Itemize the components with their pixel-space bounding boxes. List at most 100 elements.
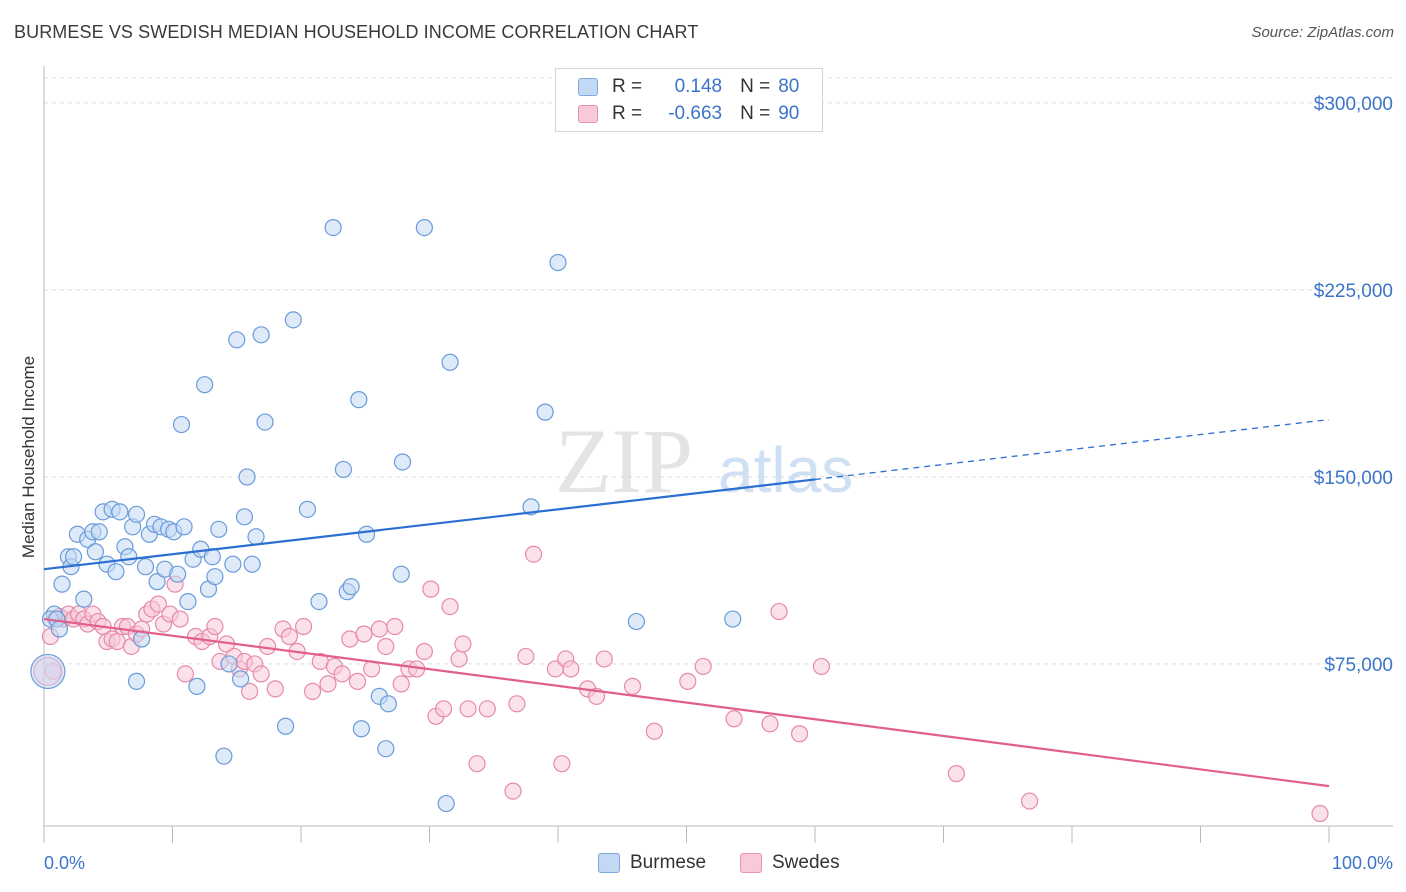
burmese-point <box>379 695 397 713</box>
burmese-point <box>30 653 66 690</box>
burmese-point <box>224 555 242 573</box>
legend-row-swedes: R = -0.663 N = 90 <box>578 101 799 127</box>
burmese-legend-label: Burmese <box>630 852 707 873</box>
y-tick-label: $75,000 <box>1324 655 1393 676</box>
swedes-point <box>355 625 373 643</box>
swedes-point <box>761 715 779 733</box>
burmese-point <box>148 573 166 591</box>
swedes-point <box>319 675 337 693</box>
burmese-point <box>377 740 395 758</box>
burmese-point <box>276 717 295 735</box>
swedes-point <box>377 637 395 656</box>
swedes-point <box>415 642 433 661</box>
swedes-point <box>553 755 571 773</box>
x-tick-labels: 0.0% 100.0% <box>44 853 1393 873</box>
swedes-point <box>176 665 194 683</box>
swedes-point <box>280 627 299 646</box>
burmese-point <box>342 578 360 596</box>
legend-n-label: N = <box>740 103 771 124</box>
grid-lines <box>44 77 1393 665</box>
burmese-point <box>298 500 317 518</box>
legend-n-label: N = <box>740 76 771 97</box>
swedes-point <box>435 700 453 718</box>
burmese-point <box>206 568 224 586</box>
burmese-point <box>127 672 146 690</box>
burmese-point <box>256 413 274 431</box>
legend-item-burmese[interactable]: Burmese <box>598 852 706 874</box>
burmese-point <box>437 794 455 813</box>
swedes-point <box>468 755 486 773</box>
swedes-point <box>206 617 224 636</box>
watermark-zip: ZIP <box>555 410 693 512</box>
swedes-point <box>524 545 543 563</box>
swedes-point <box>517 647 535 666</box>
burmese-point <box>90 523 108 541</box>
y-tick-label: $300,000 <box>1314 94 1393 115</box>
burmese-point <box>350 391 368 409</box>
swedes-point <box>171 610 189 628</box>
legend-row-burmese: R = 0.148 N = 80 <box>578 74 799 100</box>
burmese-point <box>324 219 342 237</box>
y-tick-labels: $75,000 $150,000 $225,000 $300,000 <box>1314 94 1393 676</box>
swedes-point <box>386 617 404 636</box>
swedes-point <box>562 660 580 678</box>
burmese-point <box>169 565 187 583</box>
swedes-point <box>679 672 697 690</box>
burmese-trend-extension <box>814 418 1330 481</box>
burmese-point <box>120 548 138 566</box>
swedes-point <box>770 602 788 621</box>
burmese-point <box>220 655 238 673</box>
burmese-point <box>215 747 233 765</box>
burmese-point <box>627 612 645 631</box>
swedes-point <box>1311 804 1329 823</box>
burmese-point <box>415 219 433 237</box>
swedes-swatch <box>578 105 598 123</box>
burmese-point <box>441 353 459 371</box>
burmese-point <box>232 670 250 688</box>
swedes-points <box>33 545 1329 823</box>
swedes-point <box>623 677 642 695</box>
swedes-point <box>1020 792 1039 810</box>
burmese-point <box>127 505 146 523</box>
burmese-point <box>75 590 93 608</box>
swedes-point <box>812 657 831 676</box>
swedes-point <box>947 765 965 783</box>
swedes-point <box>252 665 270 683</box>
swedes-legend-label: Swedes <box>772 852 840 873</box>
correlation-legend: R = 0.148 N = 80 R = -0.663 N = 90 <box>555 68 823 132</box>
burmese-point <box>196 376 214 394</box>
burmese-point <box>107 563 125 581</box>
burmese-point <box>228 331 246 349</box>
x-tick-label-min: 0.0% <box>44 853 85 873</box>
swedes-point <box>333 665 351 683</box>
burmese-legend-swatch <box>598 853 620 873</box>
burmese-point <box>179 592 197 611</box>
swedes-point <box>694 657 712 676</box>
burmese-point <box>175 518 193 536</box>
swedes-point <box>303 682 322 700</box>
legend-item-swedes[interactable]: Swedes <box>740 852 840 874</box>
legend-r-label: R = <box>612 103 643 124</box>
burmese-point <box>188 677 206 695</box>
burmese-swatch <box>578 78 598 96</box>
series-legend: Burmese Swedes <box>0 852 1406 878</box>
swedes-point <box>149 595 167 613</box>
burmese-point <box>238 468 256 486</box>
burmese-point <box>252 326 270 344</box>
swedes-point <box>294 617 313 636</box>
swedes-point <box>422 580 440 598</box>
burmese-point <box>243 555 261 573</box>
burmese-point <box>549 253 567 272</box>
burmese-point <box>247 528 265 546</box>
burmese-point <box>522 498 540 516</box>
swedes-point <box>504 782 522 800</box>
burmese-point <box>86 543 105 561</box>
swedes-point <box>392 675 410 693</box>
swedes-point <box>478 700 496 718</box>
burmese-point <box>334 460 353 479</box>
burmese-point <box>357 525 376 543</box>
burmese-point <box>724 610 742 628</box>
burmese-point <box>235 508 254 526</box>
swedes-point <box>508 695 526 713</box>
